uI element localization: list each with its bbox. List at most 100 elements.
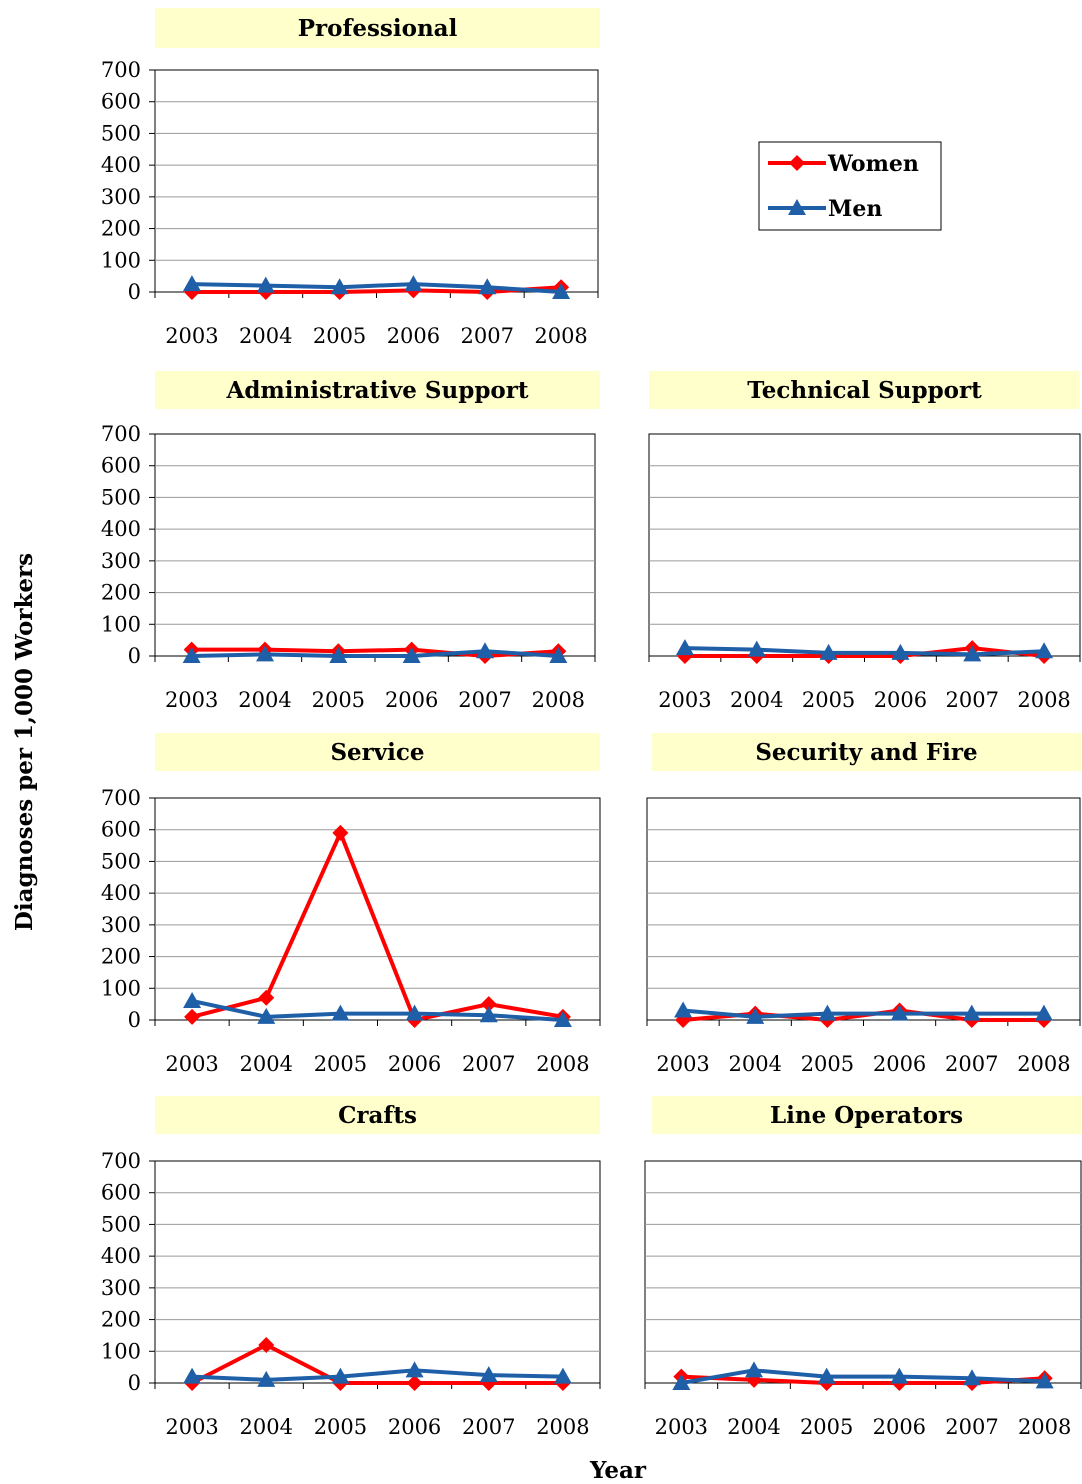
x-tick-label: 2006 [388, 1052, 441, 1076]
x-tick-label: 2008 [532, 688, 585, 712]
y-tick-label: 700 [101, 58, 141, 82]
data-point-men [553, 1367, 572, 1384]
data-point-men [329, 647, 348, 663]
x-tick-label: 2005 [313, 324, 366, 348]
data-point-men [476, 642, 494, 659]
y-tick-label: 300 [101, 913, 141, 937]
panel-line-operators: Line Operators 2003 2004 2005 2006 2007 2008 [644, 1096, 1082, 1439]
x-tick-label: 2005 [802, 688, 855, 712]
series-line-women [681, 1374, 1045, 1385]
plot-area [154, 69, 599, 293]
panel-title: Professional [298, 15, 458, 42]
data-point-men [182, 647, 201, 663]
panel-title: Administrative Support [226, 377, 529, 404]
series-line-men [684, 646, 1045, 657]
x-tick-label: 2004 [729, 1052, 782, 1076]
x-tick-label: 2003 [165, 688, 218, 712]
x-tick-label: 2003 [165, 1415, 218, 1439]
panel-title: Security and Fire [755, 739, 977, 766]
panel-title-band [155, 371, 600, 409]
x-tick-label: 2004 [239, 324, 292, 348]
y-tick-label: 600 [101, 1181, 141, 1205]
x-tick-label: 2006 [873, 1052, 926, 1076]
plot-area [644, 1160, 1082, 1384]
y-tick-label: 0 [128, 644, 141, 668]
data-point-men [963, 645, 982, 662]
x-tick-label: 2007 [945, 1052, 998, 1076]
data-point-women [258, 1336, 275, 1353]
data-point-men [552, 283, 571, 299]
x-tick-label: 2005 [800, 1415, 853, 1439]
x-tick-label: 2006 [385, 688, 438, 712]
data-point-men [817, 1367, 836, 1384]
panel-security-and-fire: Security and Fire 2003 2004 2005 2006 2007 200… [646, 733, 1081, 1076]
data-point-men [404, 275, 423, 292]
data-point-men [182, 275, 201, 292]
legend-marker-men [788, 199, 806, 215]
panel-service: Service 700 600 500 400 300 200 100 0 2003 2004 200… [101, 733, 601, 1076]
data-point-men [819, 643, 838, 660]
panel-title-band [649, 371, 1080, 409]
legend-label-men: Men [828, 196, 882, 222]
y-tick-label: 100 [101, 1339, 141, 1363]
legend: Women Men [758, 141, 942, 231]
series-line-women [191, 647, 559, 658]
data-point-men [818, 1004, 837, 1021]
x-tick-label: 2006 [874, 688, 927, 712]
panel-title-band [652, 733, 1081, 771]
y-tick-label: 100 [101, 976, 141, 1000]
panel-title-band [155, 1096, 600, 1134]
x-tick-label: 2004 [730, 688, 783, 712]
x-tick-label: 2004 [240, 1052, 293, 1076]
data-point-men [330, 278, 349, 295]
x-tick-label: 2003 [165, 1052, 218, 1076]
series-line-men [191, 649, 559, 658]
x-axis-title: Year [589, 1457, 647, 1484]
series-line-women [191, 1342, 563, 1385]
x-tick-label: 2005 [312, 688, 365, 712]
series-line-women [191, 830, 564, 1022]
x-tick-label: 2006 [873, 1415, 926, 1439]
data-point-men [479, 1366, 498, 1383]
y-tick-label: 600 [101, 454, 141, 478]
data-point-men [890, 1367, 909, 1384]
y-tick-label: 0 [128, 280, 141, 304]
x-tick-label: 2007 [458, 688, 511, 712]
y-tick-label: 400 [101, 517, 141, 541]
data-point-women [480, 996, 497, 1013]
y-tick-label: 400 [101, 881, 141, 905]
y-tick-label: 400 [101, 1244, 141, 1268]
x-tick-label: 2008 [536, 1415, 589, 1439]
data-point-men [1035, 642, 1054, 659]
data-point-men [183, 991, 202, 1008]
data-point-men [1034, 1004, 1053, 1021]
x-tick-label: 2004 [238, 688, 291, 712]
y-tick-label: 700 [101, 1149, 141, 1173]
y-tick-label: 200 [101, 581, 141, 605]
series-line-men [191, 999, 564, 1022]
y-tick-label: 300 [101, 549, 141, 573]
data-point-men [675, 639, 694, 656]
y-tick-label: 100 [101, 612, 141, 636]
x-tick-label: 2005 [314, 1052, 367, 1076]
plot-area [154, 1160, 601, 1384]
data-point-men [402, 647, 421, 663]
data-point-men [962, 1004, 981, 1021]
legend-marker-women [789, 155, 805, 171]
y-tick-label: 200 [101, 945, 141, 969]
data-point-men [746, 1007, 765, 1024]
panel-title-band [155, 8, 600, 48]
x-tick-label: 2008 [1018, 1415, 1071, 1439]
panel-title: Line Operators [770, 1102, 963, 1129]
y-tick-label: 400 [101, 153, 141, 177]
panel-title-band [155, 733, 600, 771]
data-point-women [406, 1375, 423, 1391]
x-tick-label: 2003 [658, 688, 711, 712]
y-tick-label: 500 [101, 849, 141, 873]
x-tick-label: 2008 [1017, 1052, 1070, 1076]
x-tick-label: 2007 [945, 1415, 998, 1439]
data-point-men [963, 1369, 981, 1386]
data-point-women [332, 824, 349, 841]
y-tick-label: 0 [128, 1008, 141, 1032]
panel-title-band [652, 1096, 1081, 1134]
